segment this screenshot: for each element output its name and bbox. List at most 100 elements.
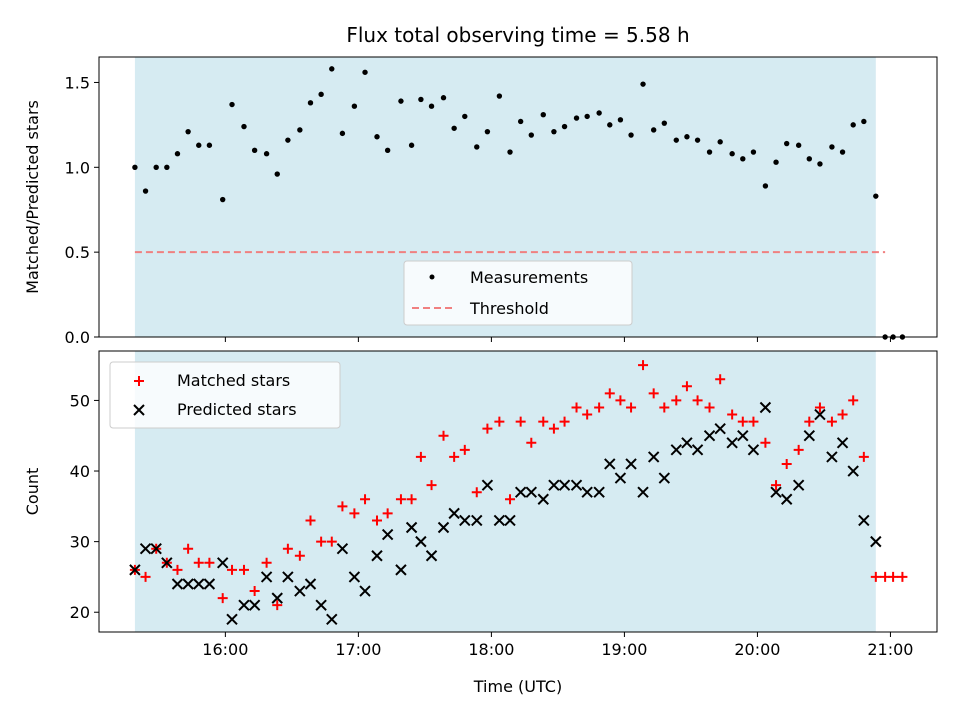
- measurement-point: [398, 98, 404, 104]
- predicted-star-point: [260, 571, 273, 583]
- measurement-point: [729, 151, 735, 157]
- matched-star-point: [326, 536, 337, 547]
- predicted-star-point: [870, 535, 882, 548]
- top-legend-box: [403, 260, 633, 326]
- x-tick-label: 18:00: [468, 640, 514, 659]
- matched-star-point: [615, 395, 626, 406]
- matched-star-point: [360, 494, 371, 505]
- matched-star-point: [659, 402, 670, 413]
- matched-star-point: [626, 402, 637, 413]
- predicted-star-point: [604, 458, 616, 470]
- measurement-point: [551, 128, 557, 135]
- measurement-point: [694, 137, 701, 143]
- top-y-tick-label: 0.0: [65, 328, 90, 347]
- matched-star-point: [459, 444, 470, 455]
- x-tick-label: 16:00: [202, 640, 248, 659]
- predicted-star-point: [847, 465, 859, 477]
- legend-label-measurements: Measurements: [470, 268, 588, 287]
- measurement-point: [339, 130, 346, 137]
- top-panel: 0.0 0.5 1.0 1.5 Flux total observing time =…: [23, 23, 938, 347]
- matched-star-point: [349, 508, 360, 519]
- matched-star-point: [505, 494, 516, 505]
- matched-star-point: [406, 494, 417, 505]
- predicted-star-point: [336, 542, 349, 555]
- matched-star-point: [140, 571, 151, 582]
- predicted-star-point: [425, 550, 438, 562]
- measurement-point: [783, 140, 790, 147]
- predicted-star-point: [747, 444, 760, 456]
- measurement-point: [274, 171, 280, 177]
- measurement-point: [673, 137, 679, 143]
- legend-marker-predicted-stars: [133, 404, 145, 416]
- matched-star-point: [438, 430, 449, 441]
- predicted-star-point: [770, 486, 782, 498]
- measurement-point: [362, 69, 368, 75]
- measurement-point: [507, 149, 513, 155]
- measurement-point: [829, 144, 835, 150]
- matched-star-point: [582, 409, 593, 420]
- measurement-point: [329, 66, 335, 72]
- matched-stars-points: [129, 360, 908, 611]
- predicted-star-point: [182, 578, 194, 590]
- matched-star-point: [837, 409, 848, 420]
- matched-star-point: [426, 480, 437, 491]
- matched-star-point: [748, 416, 759, 427]
- measurement-point: [374, 134, 380, 140]
- measurement-point: [351, 103, 358, 109]
- measurement-point: [220, 196, 226, 203]
- matched-star-point: [238, 564, 249, 575]
- matched-star-point: [848, 395, 859, 406]
- predicted-star-point: [415, 535, 427, 548]
- bottom-axes-frame: [98, 350, 938, 633]
- bottom-y-axis-label: Count: [23, 468, 42, 516]
- bottom-y-ticks: 20 30 40 50: [70, 391, 99, 622]
- measurement-point: [408, 142, 415, 148]
- measurement-point: [573, 115, 580, 121]
- measurement-point: [185, 128, 191, 135]
- predicted-star-point: [670, 444, 682, 456]
- predicted-star-point: [570, 479, 583, 491]
- legend-plus-glyph: [134, 376, 144, 386]
- measurement-point: [706, 149, 713, 155]
- predicted-star-point: [537, 493, 549, 505]
- matched-star-point: [282, 543, 293, 554]
- bottom-legend-box: [109, 361, 341, 429]
- measurement-point: [795, 142, 802, 148]
- predicted-star-point: [614, 472, 627, 484]
- predicted-star-point: [226, 613, 238, 625]
- matched-star-point: [193, 557, 204, 568]
- predicted-star-point: [359, 585, 371, 597]
- matched-star-point: [671, 395, 682, 406]
- predicted-star-point: [504, 514, 516, 527]
- measurement-point: [817, 161, 823, 167]
- predicted-star-point: [681, 437, 693, 449]
- measurement-point: [297, 127, 303, 133]
- measurement-point: [607, 122, 613, 128]
- predicted-star-point: [248, 599, 261, 611]
- predicted-star-point: [315, 599, 327, 611]
- predicted-star-point: [780, 493, 793, 505]
- bot-y-tick-label: 40: [70, 462, 90, 481]
- matched-star-point: [494, 416, 505, 427]
- matched-star-point: [559, 416, 570, 427]
- matched-star-point: [471, 487, 482, 498]
- matched-star-point: [692, 395, 703, 406]
- predicted-star-point: [216, 557, 229, 569]
- predicted-star-point: [395, 564, 407, 576]
- matched-star-point: [316, 536, 327, 547]
- matched-star-point: [594, 402, 605, 413]
- matched-star-point: [571, 402, 582, 413]
- bottom-legend: Matched stars Predicted stars: [109, 361, 341, 429]
- matched-star-point: [515, 416, 526, 427]
- matched-star-point: [217, 593, 228, 604]
- predicted-star-point: [348, 571, 361, 583]
- top-x-ticks: [224, 337, 891, 342]
- predicted-star-point: [814, 408, 826, 421]
- measurement-point: [617, 117, 624, 123]
- measurement-point: [640, 81, 646, 87]
- matched-star-point: [681, 381, 692, 392]
- bot-y-tick-label: 50: [70, 391, 90, 410]
- predicted-star-point: [271, 592, 283, 604]
- predicted-star-point: [282, 571, 294, 583]
- predicted-star-point: [405, 521, 418, 534]
